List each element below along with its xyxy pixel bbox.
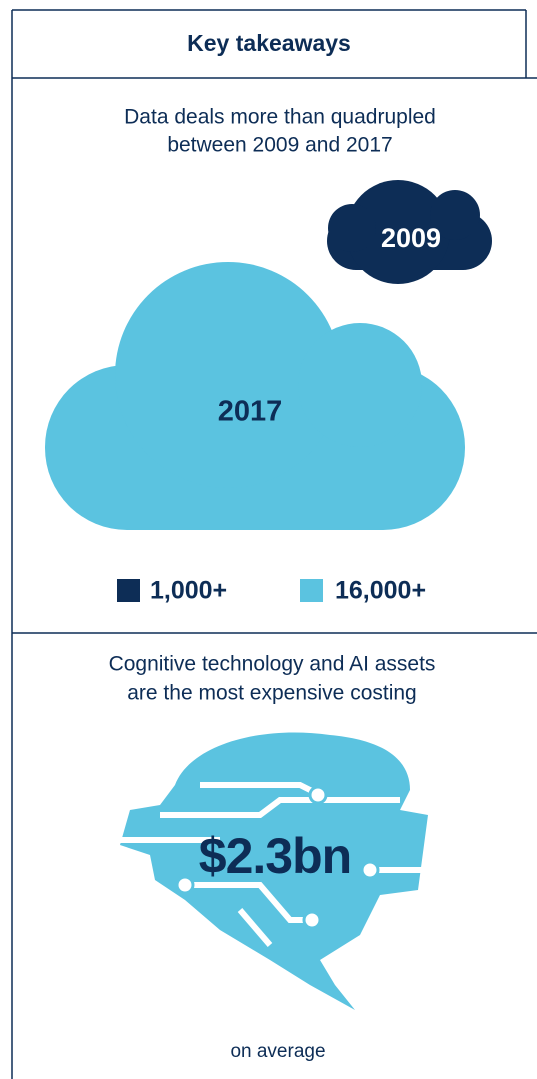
- text-line: are the most expensive costing: [127, 682, 417, 705]
- legend-swatch: [300, 579, 323, 602]
- title: Key takeaways: [187, 30, 351, 56]
- infographic: Key takeaways Data deals more than quadr…: [0, 0, 537, 1079]
- text-line: Data deals more than quadrupled: [124, 106, 436, 129]
- legend-swatch: [117, 579, 140, 602]
- text-line: Cognitive technology and AI assets: [109, 653, 436, 676]
- text-line: between 2009 and 2017: [167, 134, 392, 157]
- note: on average: [230, 1041, 325, 1062]
- legend-label: 1,000+: [150, 577, 227, 605]
- cloud-label: 2017: [218, 396, 283, 428]
- cloud-label: 2009: [381, 223, 441, 253]
- legend-label: 16,000+: [335, 577, 426, 605]
- value: $2.3bn: [199, 828, 351, 884]
